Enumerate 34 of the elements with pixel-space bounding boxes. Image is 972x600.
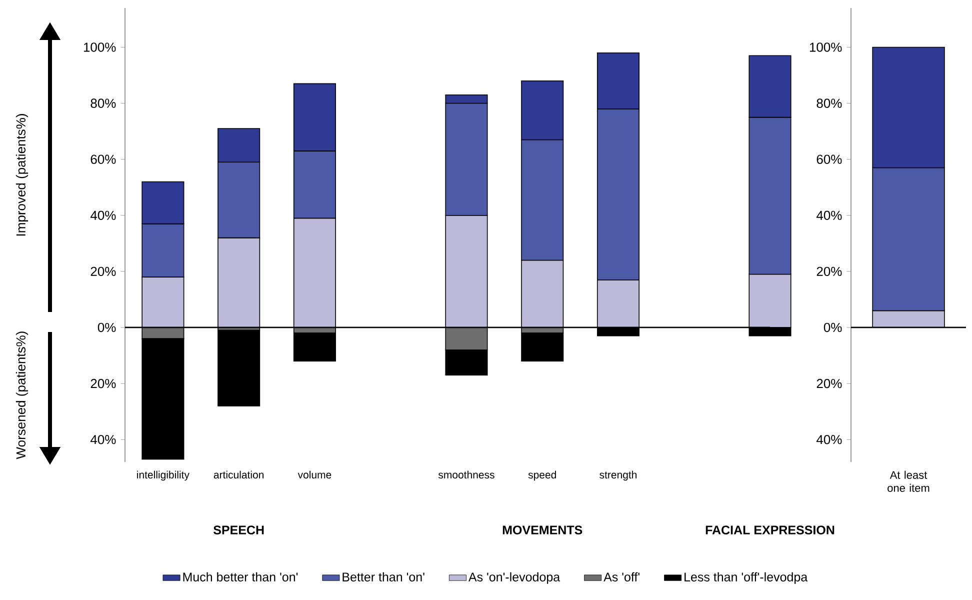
x-tick-label: articulation	[214, 470, 264, 479]
x-tick-label: speed	[528, 470, 556, 481]
y-tick-label: 40%	[90, 434, 116, 444]
y-tick-label: 40%	[816, 210, 842, 220]
legend-label: Less than 'off'-levodpa	[684, 572, 808, 584]
y-tick-label: 100%	[84, 42, 116, 52]
y-tick-label: 60%	[90, 154, 116, 164]
y-tick-label: 80%	[816, 98, 842, 108]
y-axis-title: Improved (patients%)	[16, 114, 28, 236]
x-tick-label: volume	[298, 470, 332, 479]
y-tick-label: 40%	[90, 210, 116, 220]
legend-label: Better than 'on'	[342, 572, 424, 582]
y-tick-label: 0%	[824, 322, 842, 332]
y-tick-label: 20%	[90, 378, 116, 388]
text: FACIAL EXPRESSION	[706, 526, 834, 534]
y-tick-label: 20%	[816, 266, 842, 276]
x-tick-label: At least one item	[888, 470, 930, 492]
bar	[218, 330, 260, 406]
y-tick-label: 40%	[816, 434, 842, 444]
legend-label: Much better than 'on'	[183, 572, 298, 582]
y-tick-label: 0%	[98, 322, 116, 332]
x-tick-label: smoothness	[438, 470, 494, 479]
legend-label: As 'on'-levodopa	[468, 572, 560, 584]
legend-label: As 'off'	[604, 572, 640, 582]
text: SPEECH	[213, 526, 264, 534]
y-tick-label: 20%	[90, 266, 116, 276]
y-tick-label: 20%	[816, 378, 842, 388]
text: Worsened (patients%)	[16, 332, 28, 460]
y-tick-label: 60%	[816, 154, 842, 164]
y-tick-label: 80%	[90, 98, 116, 108]
x-tick-label: intelligibility	[137, 470, 190, 481]
x-tick-label: strength	[600, 470, 637, 481]
y-tick-label: 100%	[810, 42, 842, 52]
text: MOVEMENTS	[502, 526, 582, 534]
